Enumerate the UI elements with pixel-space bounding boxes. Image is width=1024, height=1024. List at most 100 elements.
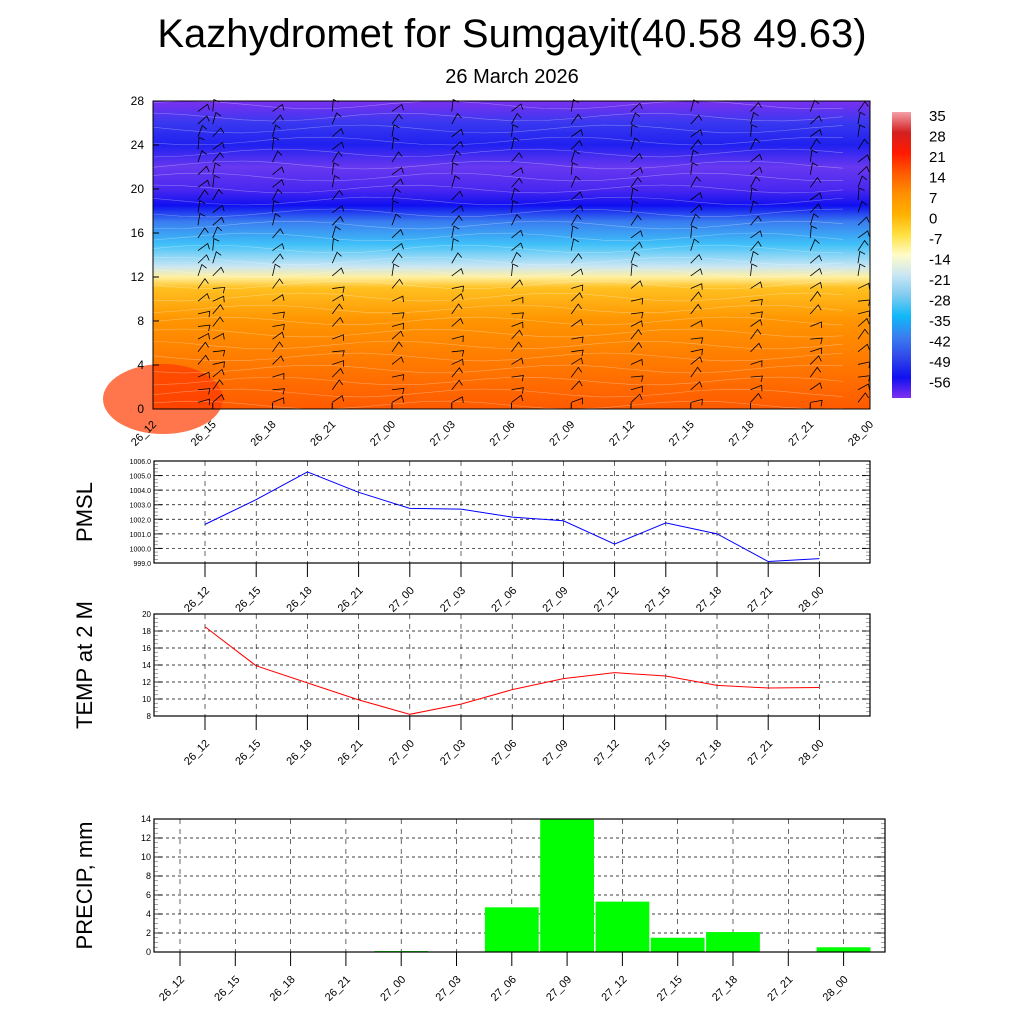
wind-barb [511,374,524,382]
contour-line [152,388,844,398]
wind-barb [511,152,523,163]
wind-barb [451,112,462,125]
wind-barb [332,294,345,302]
wind-barb [272,200,280,213]
wind-barb [391,330,404,340]
wind-barb [857,250,866,264]
x-tick-label: 27_12 [599,974,629,1004]
wind-barb [197,371,210,379]
wind-barb [857,154,870,163]
wind-barb [690,268,703,277]
wind-barb [809,162,818,175]
wind-barb [857,216,870,226]
wind-barb [809,238,820,251]
wind-barb [570,99,579,112]
wind-barb [197,227,209,239]
wind-barb [690,225,698,238]
wind-barb [391,387,405,395]
wind-barb [857,200,867,213]
wind-barb [511,296,524,304]
wind-barb [391,188,402,201]
plot-frame [153,818,886,953]
wind-barb [690,213,701,226]
y-tick-label: 1000.0 [130,546,152,553]
contour-line [152,400,844,410]
wind-barb [630,176,642,188]
wind-barb [212,349,226,357]
wind-barb [750,318,763,327]
wind-barb [630,251,640,264]
wind-barb [750,200,759,213]
colorbar-label: 35 [929,108,946,125]
wind-barb [272,388,285,395]
wind-barb [630,124,638,137]
wind-barb [331,316,344,327]
x-tick-label: 27_18 [710,974,740,1004]
contour-line [152,160,844,170]
x-tick-label: 27_21 [765,974,795,1004]
x-tick-label: 27_18 [727,419,757,449]
contour-line [152,100,844,110]
wind-barb [197,103,210,112]
wind-barb [809,254,822,264]
wind-barb [391,178,404,188]
y-axis-label: PRECIP, mm [72,822,97,950]
wind-barb [451,350,465,357]
wind-barb [750,281,763,289]
wind-barb [750,137,761,150]
wind-barb [197,179,210,188]
wind-barb [630,386,643,393]
y-axis-label: PMSL [72,482,97,542]
wind-barb [511,341,523,353]
warm-core [103,364,223,434]
contour-line [152,136,844,146]
x-tick-label: 27_12 [592,585,622,615]
wind-barb [511,124,519,137]
contour-line [152,244,844,254]
wind-barb [511,112,522,125]
wind-barb [750,166,763,176]
colorbar-label: -21 [929,272,951,289]
wind-barb [212,393,225,403]
contour-line [152,112,844,122]
x-tick-label: 26_21 [336,738,366,768]
y-tick-label: 1006.0 [130,459,152,466]
wind-barb [197,388,211,395]
wind-barb [197,165,210,175]
wind-barb [630,112,641,125]
wind-barb [630,280,643,289]
wind-barb [197,254,210,264]
wind-barb [690,176,701,188]
y-tick-label: 4 [137,358,144,372]
wind-barb [857,392,869,403]
wind-barb [391,295,404,303]
wind-barb [570,214,582,226]
wind-barb [451,396,464,403]
wind-barb [212,379,224,390]
wind-barb [690,139,702,150]
contour-line [152,172,844,182]
wind-barb [809,203,822,213]
wind-barb [391,242,404,251]
colorbar-label: -56 [929,375,951,392]
y-tick-label: 14 [141,814,151,824]
wind-barb [212,368,225,378]
wind-barb [690,348,703,356]
wind-barb [809,366,822,378]
wind-barb [810,321,823,329]
wind-barb [809,176,822,188]
contour-line [152,148,844,158]
wind-barb [571,204,584,213]
wind-barb [451,190,464,201]
wind-barb [212,332,225,340]
wind-barb [750,328,762,340]
x-tick-label: 27_15 [643,738,673,768]
contour-line [152,256,844,266]
y-tick-label: 2 [146,928,151,938]
contour-line [152,268,844,278]
y-tick-label: 14 [142,661,151,670]
wind-barb [451,225,460,239]
y-tick-label: 24 [131,138,145,152]
contour-line [152,316,844,326]
x-tick-label: 27_03 [438,585,468,615]
